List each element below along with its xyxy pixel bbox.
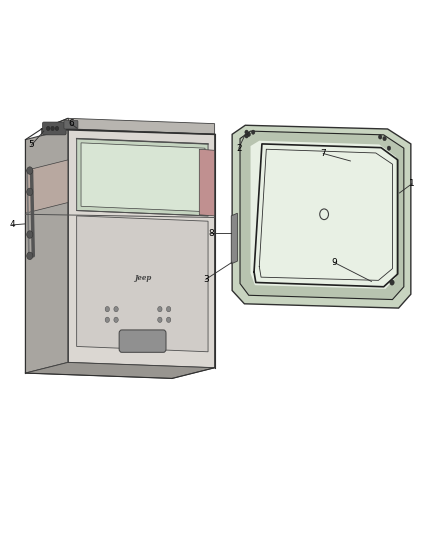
Polygon shape bbox=[25, 160, 68, 213]
Text: Jeep: Jeep bbox=[134, 274, 151, 282]
FancyBboxPatch shape bbox=[119, 330, 166, 352]
Text: 9: 9 bbox=[331, 258, 337, 266]
Circle shape bbox=[166, 306, 171, 312]
Circle shape bbox=[27, 188, 33, 196]
Circle shape bbox=[105, 306, 110, 312]
Circle shape bbox=[378, 135, 382, 139]
Polygon shape bbox=[68, 129, 215, 368]
FancyBboxPatch shape bbox=[64, 120, 78, 129]
Circle shape bbox=[114, 317, 118, 322]
Polygon shape bbox=[77, 216, 208, 352]
Text: 5: 5 bbox=[28, 141, 35, 149]
Circle shape bbox=[51, 126, 54, 131]
Polygon shape bbox=[81, 143, 205, 212]
Text: 1: 1 bbox=[409, 180, 415, 188]
Circle shape bbox=[27, 252, 33, 260]
Polygon shape bbox=[231, 213, 237, 264]
Circle shape bbox=[27, 167, 33, 174]
Circle shape bbox=[390, 280, 394, 285]
Polygon shape bbox=[240, 131, 404, 300]
Circle shape bbox=[158, 306, 162, 312]
Circle shape bbox=[245, 134, 248, 138]
Text: 8: 8 bbox=[208, 229, 214, 238]
Polygon shape bbox=[232, 125, 411, 308]
Circle shape bbox=[158, 317, 162, 322]
FancyBboxPatch shape bbox=[42, 122, 66, 135]
Circle shape bbox=[247, 132, 251, 136]
Circle shape bbox=[383, 136, 386, 141]
Circle shape bbox=[251, 130, 255, 134]
Circle shape bbox=[105, 317, 110, 322]
Polygon shape bbox=[42, 118, 215, 140]
Circle shape bbox=[55, 126, 59, 131]
Circle shape bbox=[245, 130, 248, 134]
Text: 4: 4 bbox=[10, 221, 15, 229]
Text: 6: 6 bbox=[68, 119, 74, 128]
Polygon shape bbox=[199, 149, 215, 216]
Circle shape bbox=[166, 317, 171, 322]
Text: 2: 2 bbox=[236, 144, 241, 152]
Polygon shape bbox=[25, 362, 215, 378]
Text: 7: 7 bbox=[320, 149, 326, 158]
Polygon shape bbox=[25, 129, 68, 373]
Circle shape bbox=[46, 126, 50, 131]
Circle shape bbox=[387, 146, 391, 150]
Polygon shape bbox=[77, 139, 208, 216]
Circle shape bbox=[114, 306, 118, 312]
Polygon shape bbox=[251, 141, 396, 289]
Text: 3: 3 bbox=[203, 275, 209, 284]
Circle shape bbox=[27, 231, 33, 238]
